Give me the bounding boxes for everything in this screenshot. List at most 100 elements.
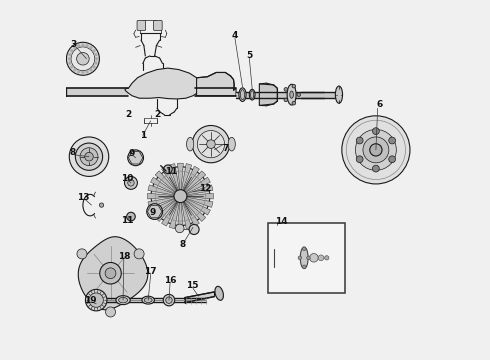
Text: 18: 18 bbox=[118, 252, 130, 261]
Polygon shape bbox=[274, 243, 297, 273]
Circle shape bbox=[297, 93, 300, 96]
Circle shape bbox=[372, 128, 379, 135]
Polygon shape bbox=[147, 205, 162, 218]
Circle shape bbox=[318, 255, 324, 261]
Polygon shape bbox=[236, 92, 324, 98]
Circle shape bbox=[75, 143, 102, 170]
Circle shape bbox=[86, 44, 89, 47]
Circle shape bbox=[342, 116, 410, 184]
Circle shape bbox=[284, 87, 288, 91]
Circle shape bbox=[292, 84, 295, 88]
Ellipse shape bbox=[250, 91, 254, 99]
Circle shape bbox=[77, 249, 87, 259]
Circle shape bbox=[166, 297, 172, 303]
Wedge shape bbox=[155, 196, 180, 221]
Circle shape bbox=[131, 153, 140, 162]
Text: 15: 15 bbox=[186, 281, 198, 290]
Circle shape bbox=[284, 98, 288, 102]
Wedge shape bbox=[180, 196, 213, 207]
Wedge shape bbox=[180, 196, 199, 226]
Circle shape bbox=[69, 62, 72, 64]
Bar bbox=[269, 223, 345, 293]
Circle shape bbox=[189, 225, 199, 234]
Ellipse shape bbox=[300, 247, 308, 269]
Circle shape bbox=[85, 152, 93, 161]
Polygon shape bbox=[300, 92, 338, 98]
Circle shape bbox=[71, 49, 73, 52]
Circle shape bbox=[76, 53, 89, 65]
Circle shape bbox=[93, 66, 96, 68]
Circle shape bbox=[302, 265, 306, 269]
Circle shape bbox=[69, 53, 72, 56]
Wedge shape bbox=[177, 163, 183, 196]
Circle shape bbox=[298, 256, 302, 260]
Circle shape bbox=[370, 144, 382, 156]
Wedge shape bbox=[180, 196, 192, 229]
Circle shape bbox=[151, 167, 210, 226]
Circle shape bbox=[90, 68, 92, 71]
Polygon shape bbox=[66, 88, 128, 96]
Ellipse shape bbox=[239, 88, 246, 102]
Ellipse shape bbox=[187, 137, 194, 151]
Text: 3: 3 bbox=[71, 40, 77, 49]
Circle shape bbox=[71, 66, 73, 68]
Circle shape bbox=[89, 293, 103, 307]
Text: 11: 11 bbox=[121, 216, 134, 225]
Circle shape bbox=[128, 150, 144, 166]
Circle shape bbox=[207, 140, 215, 148]
Circle shape bbox=[100, 262, 122, 284]
Circle shape bbox=[356, 137, 363, 144]
FancyBboxPatch shape bbox=[153, 21, 162, 31]
Text: 9: 9 bbox=[129, 149, 135, 158]
Circle shape bbox=[175, 224, 184, 233]
Circle shape bbox=[95, 53, 98, 56]
Wedge shape bbox=[169, 164, 180, 196]
Text: 16: 16 bbox=[164, 276, 176, 285]
Circle shape bbox=[192, 126, 230, 163]
Polygon shape bbox=[125, 68, 200, 99]
Ellipse shape bbox=[144, 298, 152, 302]
Circle shape bbox=[90, 46, 92, 49]
FancyBboxPatch shape bbox=[137, 21, 146, 31]
Ellipse shape bbox=[142, 296, 154, 304]
Circle shape bbox=[389, 137, 395, 144]
Wedge shape bbox=[169, 196, 180, 229]
Ellipse shape bbox=[335, 86, 343, 103]
Wedge shape bbox=[180, 164, 192, 196]
Circle shape bbox=[80, 148, 98, 166]
Ellipse shape bbox=[290, 91, 294, 98]
Wedge shape bbox=[155, 171, 180, 196]
Circle shape bbox=[95, 57, 98, 60]
Wedge shape bbox=[177, 196, 183, 229]
Wedge shape bbox=[180, 171, 206, 196]
Circle shape bbox=[292, 102, 295, 105]
Circle shape bbox=[324, 256, 329, 260]
Circle shape bbox=[372, 165, 379, 172]
Text: 14: 14 bbox=[275, 217, 288, 226]
Circle shape bbox=[363, 137, 389, 163]
Circle shape bbox=[147, 204, 163, 220]
Circle shape bbox=[86, 70, 89, 73]
Wedge shape bbox=[180, 185, 213, 196]
Wedge shape bbox=[180, 177, 210, 196]
Text: 13: 13 bbox=[77, 193, 90, 202]
Text: 10: 10 bbox=[121, 174, 134, 183]
Wedge shape bbox=[150, 177, 180, 196]
Text: 9: 9 bbox=[149, 208, 156, 217]
Text: 17: 17 bbox=[145, 267, 157, 276]
Text: 12: 12 bbox=[199, 184, 212, 193]
Circle shape bbox=[74, 68, 76, 71]
Circle shape bbox=[71, 47, 95, 71]
Text: 2: 2 bbox=[155, 110, 161, 119]
Circle shape bbox=[174, 190, 187, 203]
Ellipse shape bbox=[240, 90, 245, 100]
Polygon shape bbox=[185, 292, 215, 303]
Circle shape bbox=[95, 62, 98, 64]
Text: 7: 7 bbox=[222, 144, 228, 153]
Wedge shape bbox=[180, 193, 214, 199]
Circle shape bbox=[302, 247, 306, 251]
Wedge shape bbox=[180, 196, 206, 221]
Wedge shape bbox=[150, 196, 180, 215]
Circle shape bbox=[310, 253, 318, 262]
Circle shape bbox=[99, 203, 104, 207]
